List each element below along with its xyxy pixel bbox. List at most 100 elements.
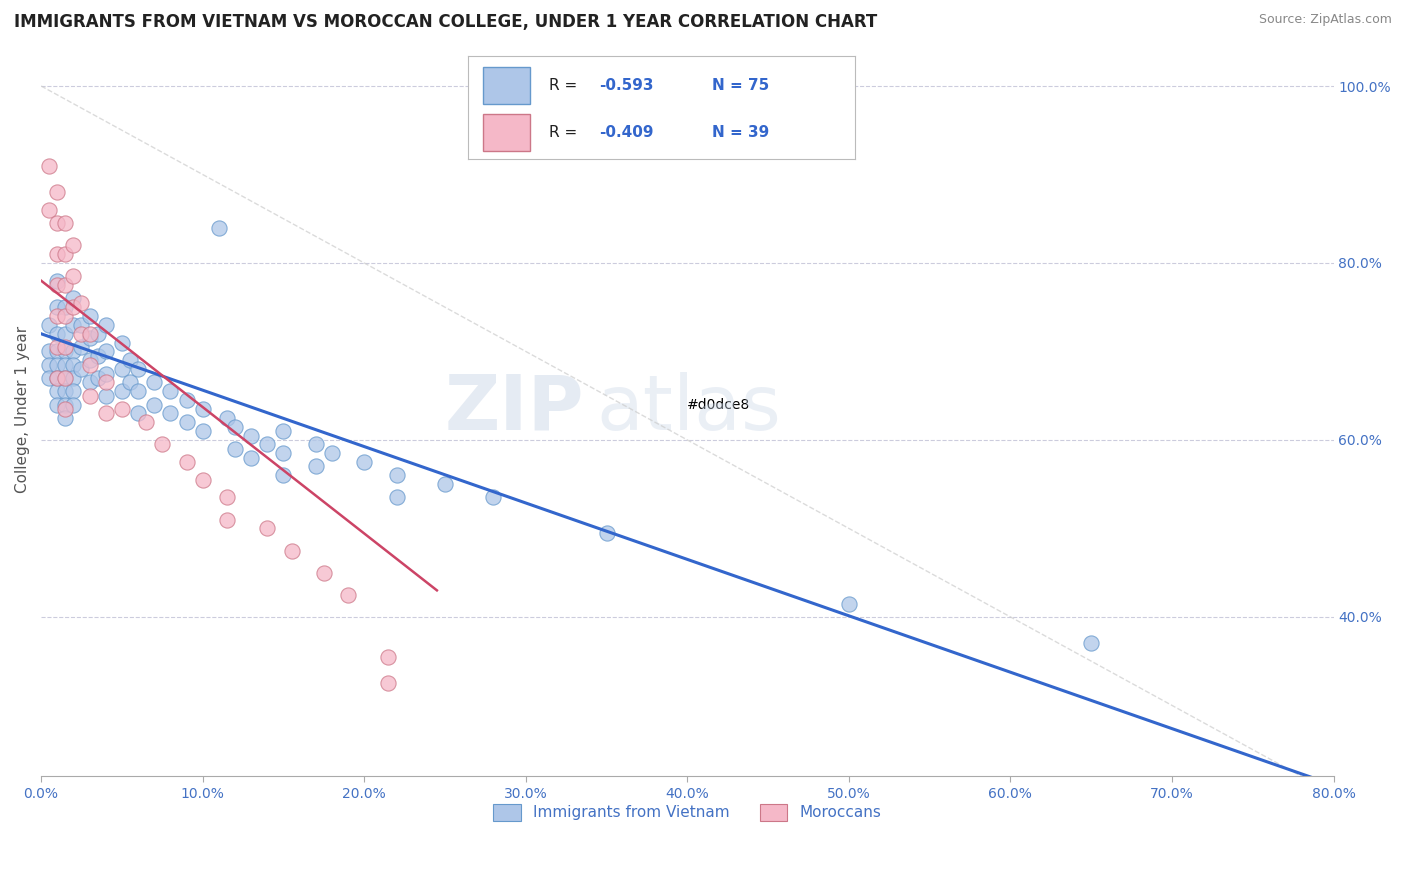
- Point: [53, 278, 76, 293]
- Point: [273, 468, 295, 483]
- Point: [94, 389, 117, 403]
- Point: [118, 353, 141, 368]
- Point: [176, 455, 198, 469]
- Point: [53, 326, 76, 341]
- Point: [838, 597, 860, 611]
- Point: [224, 442, 246, 456]
- Point: [127, 384, 149, 399]
- Point: [53, 216, 76, 230]
- Point: [280, 543, 302, 558]
- Point: [79, 376, 101, 390]
- Point: [46, 398, 69, 412]
- Point: [191, 473, 214, 487]
- Point: [53, 309, 76, 323]
- Point: [94, 367, 117, 381]
- Point: [53, 410, 76, 425]
- Point: [273, 446, 295, 460]
- Point: [62, 291, 84, 305]
- Point: [224, 419, 246, 434]
- Point: [53, 371, 76, 385]
- Point: [215, 491, 238, 505]
- Point: [70, 362, 93, 376]
- Point: [62, 300, 84, 314]
- Point: [337, 588, 360, 602]
- Point: [127, 406, 149, 420]
- Point: [135, 415, 157, 429]
- Point: [159, 406, 181, 420]
- Point: [353, 455, 375, 469]
- Point: [86, 371, 108, 385]
- Point: [46, 309, 69, 323]
- Point: [176, 393, 198, 408]
- Point: [70, 340, 93, 354]
- Text: IMMIGRANTS FROM VIETNAM VS MOROCCAN COLLEGE, UNDER 1 YEAR CORRELATION CHART: IMMIGRANTS FROM VIETNAM VS MOROCCAN COLL…: [14, 13, 877, 31]
- Point: [62, 269, 84, 284]
- Point: [79, 326, 101, 341]
- Point: [38, 371, 60, 385]
- Point: [94, 376, 117, 390]
- Point: [62, 384, 84, 399]
- Point: [53, 344, 76, 359]
- Point: [127, 362, 149, 376]
- Point: [46, 326, 69, 341]
- Point: [46, 384, 69, 399]
- Point: [46, 185, 69, 199]
- Point: [208, 220, 231, 235]
- Point: [94, 344, 117, 359]
- Point: [159, 384, 181, 399]
- Point: [53, 401, 76, 416]
- Point: [79, 389, 101, 403]
- Text: #d0dce8: #d0dce8: [688, 398, 751, 412]
- Point: [79, 358, 101, 372]
- Point: [53, 371, 76, 385]
- Point: [111, 401, 134, 416]
- Point: [143, 398, 166, 412]
- Point: [86, 349, 108, 363]
- Point: [377, 676, 399, 690]
- Y-axis label: College, Under 1 year: College, Under 1 year: [15, 326, 30, 492]
- Text: ZIP: ZIP: [444, 372, 583, 446]
- Point: [62, 318, 84, 332]
- Point: [46, 274, 69, 288]
- Point: [46, 344, 69, 359]
- Point: [70, 295, 93, 310]
- Point: [53, 358, 76, 372]
- Point: [305, 437, 328, 451]
- Point: [150, 437, 173, 451]
- Point: [62, 371, 84, 385]
- Point: [62, 358, 84, 372]
- Point: [377, 649, 399, 664]
- Point: [312, 566, 335, 580]
- Point: [191, 401, 214, 416]
- Point: [79, 353, 101, 368]
- Point: [38, 344, 60, 359]
- Point: [111, 335, 134, 350]
- Point: [321, 446, 343, 460]
- Point: [256, 437, 278, 451]
- Point: [433, 477, 456, 491]
- Point: [94, 318, 117, 332]
- Point: [215, 512, 238, 526]
- Point: [143, 376, 166, 390]
- Point: [385, 491, 408, 505]
- Point: [38, 318, 60, 332]
- Point: [62, 398, 84, 412]
- Point: [111, 384, 134, 399]
- Point: [53, 300, 76, 314]
- Legend: Immigrants from Vietnam, Moroccans: Immigrants from Vietnam, Moroccans: [486, 797, 887, 827]
- Point: [118, 376, 141, 390]
- Point: [53, 384, 76, 399]
- Point: [94, 406, 117, 420]
- Point: [46, 300, 69, 314]
- Point: [53, 398, 76, 412]
- Point: [46, 340, 69, 354]
- Point: [191, 424, 214, 438]
- Point: [256, 521, 278, 535]
- Point: [46, 216, 69, 230]
- Point: [176, 415, 198, 429]
- Point: [46, 247, 69, 261]
- Point: [482, 491, 505, 505]
- Point: [46, 278, 69, 293]
- Point: [215, 410, 238, 425]
- Point: [70, 326, 93, 341]
